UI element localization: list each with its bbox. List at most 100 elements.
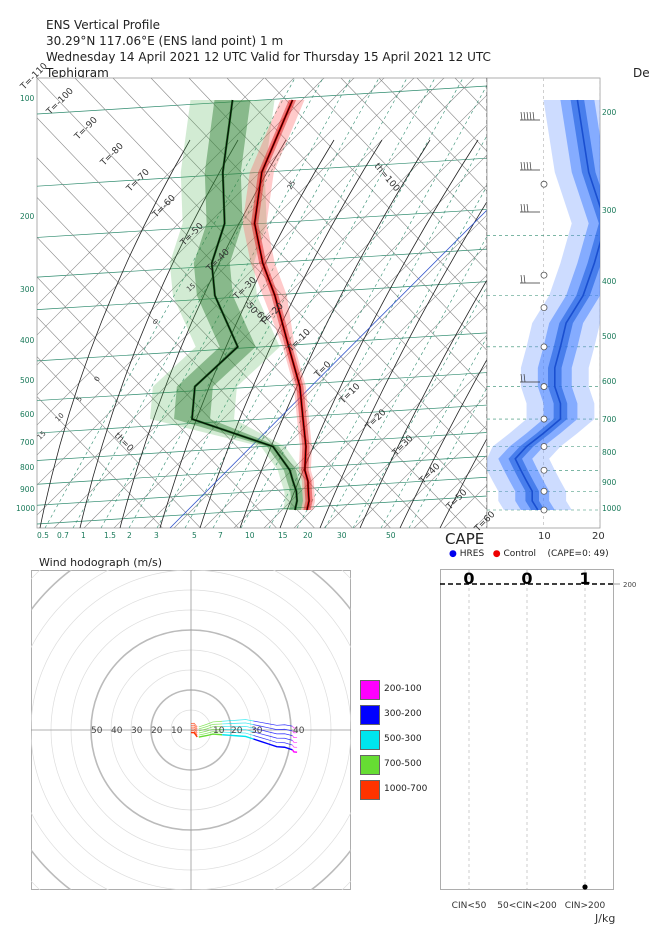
mixing-ratio-line	[240, 84, 487, 528]
reference-line	[169, 209, 487, 528]
mixing-ratio-label: 50	[386, 531, 396, 540]
hodograph-trace	[222, 722, 254, 725]
hodograph-trace	[198, 733, 223, 738]
cut-off-title: De	[633, 66, 650, 80]
wind-marker	[540, 466, 548, 474]
mixing-ratio-label: 10	[245, 531, 255, 540]
wind-pressure-label: 300	[602, 206, 617, 215]
cape-legend-hres: HRES	[459, 549, 485, 559]
mixing-ratio-line	[156, 78, 408, 528]
wind-barbs	[520, 111, 540, 383]
dry-adiabat-line	[37, 236, 315, 528]
wind-axis-label: 20	[592, 531, 605, 542]
mixing-ratio-label: 30	[337, 531, 347, 540]
wind-speed-panel	[487, 78, 600, 528]
wind-barb-tick	[532, 111, 535, 121]
wind-barb-tick	[520, 111, 523, 121]
isotherm-line	[323, 364, 487, 528]
hodograph-trace	[292, 740, 298, 743]
isotherm-line	[37, 78, 385, 426]
pressure-label: 500	[20, 376, 35, 385]
hodograph-ring-label: 30	[251, 726, 263, 736]
isotherm-line	[173, 214, 487, 528]
control-marker-icon: ●	[492, 549, 501, 559]
wind-barb-tick	[526, 111, 529, 121]
page-title: ENS Vertical Profile	[46, 18, 161, 32]
hodograph-trace	[292, 725, 298, 729]
pressure-label: 800	[20, 463, 35, 472]
wind-barb-tick	[523, 274, 526, 284]
cape-category: CIN<50	[452, 901, 487, 911]
dry-adiabat-line	[226, 78, 487, 351]
cape-category: 50<CIN<200	[497, 901, 557, 911]
moist-adiabat-curve	[399, 358, 487, 528]
hres-marker-icon: ●	[449, 549, 457, 559]
moist-adiabat-curve	[359, 279, 487, 528]
hodograph-trace	[253, 731, 293, 741]
hodograph-trace	[222, 719, 254, 722]
mixing-ratio-label: 1	[81, 531, 86, 540]
hodograph-trace	[198, 726, 223, 732]
wind-barb-tick	[520, 203, 523, 213]
moist-adiabat-curve	[439, 437, 487, 528]
mixing-ratio-line	[128, 78, 380, 528]
hodograph-trace	[253, 735, 293, 746]
theta-e-label: 0	[151, 317, 160, 326]
pressure-label: 900	[20, 485, 35, 494]
dry-adiabat-line	[37, 396, 163, 528]
mixing-ratio-label: 1.5	[104, 531, 116, 540]
isotherm-line	[37, 78, 355, 396]
isotherm-line	[413, 454, 487, 528]
wind-pressure-label: 500	[602, 332, 617, 341]
cape-count: 0	[463, 569, 474, 588]
isotherm-line	[53, 94, 487, 528]
tephigram-chart: 100 200 300 400 500 600 700 800 900 1000…	[16, 61, 621, 542]
pressure-label: 400	[20, 336, 35, 345]
wind-barb-tick	[523, 161, 526, 171]
isotherm-line	[293, 334, 487, 528]
hodograph-ring-label: 20	[231, 726, 243, 736]
hodograph-chart: 50 40 30 20 10 10 20 30 40	[31, 570, 351, 890]
tephigram-ensemble-bands	[150, 100, 316, 510]
legend-swatch	[360, 780, 380, 800]
wind-marker	[540, 415, 548, 423]
tephigram-grid	[37, 78, 487, 528]
dry-adiabat-line	[37, 78, 467, 528]
legend-label: 700-500	[384, 759, 422, 769]
wind-pressure-label: 400	[602, 277, 617, 286]
wind-axis-label: 10	[538, 531, 551, 542]
hodograph-trace	[198, 728, 223, 734]
isobar-line	[37, 209, 487, 238]
isotherm-line	[383, 424, 487, 528]
wind-pressure-label: 900	[602, 478, 617, 487]
cape-unit: J/kg	[594, 912, 615, 925]
dry-adiabat-line	[37, 276, 277, 528]
mixing-ratio-line	[212, 78, 464, 528]
temperature-control	[254, 99, 310, 511]
pressure-label: 200	[20, 212, 35, 221]
moist-adiabat-curve	[79, 139, 239, 528]
isotherm-line	[83, 124, 487, 528]
diagram-type: Tephigram	[46, 66, 109, 80]
cape-title: CAPE	[445, 530, 485, 548]
hodograph-ring-label: 10	[213, 726, 225, 736]
isobar-line	[37, 281, 487, 310]
mixing-ratio-line	[72, 78, 324, 528]
isotherm-line	[37, 78, 325, 366]
moist-adiabat-curve	[239, 139, 431, 528]
isotherm-line	[203, 244, 487, 528]
hodograph-trace	[292, 735, 298, 738]
cape-legend: ● HRES ● Control (CAPE=0: 49)	[449, 549, 609, 559]
pressure-label: 600	[20, 410, 35, 419]
mixing-ratio-label: 0.7	[57, 531, 69, 540]
wind-barb-tick	[520, 274, 523, 284]
legend-swatch	[360, 730, 380, 750]
hodograph-trace	[190, 728, 198, 734]
pressure-label: 100	[20, 94, 35, 103]
wind-barb-tick	[523, 373, 526, 383]
cape-legend-stat: (CAPE=0: 49)	[547, 549, 609, 559]
wind-speed-line	[514, 99, 600, 511]
isotherm-line	[37, 78, 475, 516]
tephigram-profiles	[190, 99, 311, 511]
isotherm-line	[113, 154, 487, 528]
